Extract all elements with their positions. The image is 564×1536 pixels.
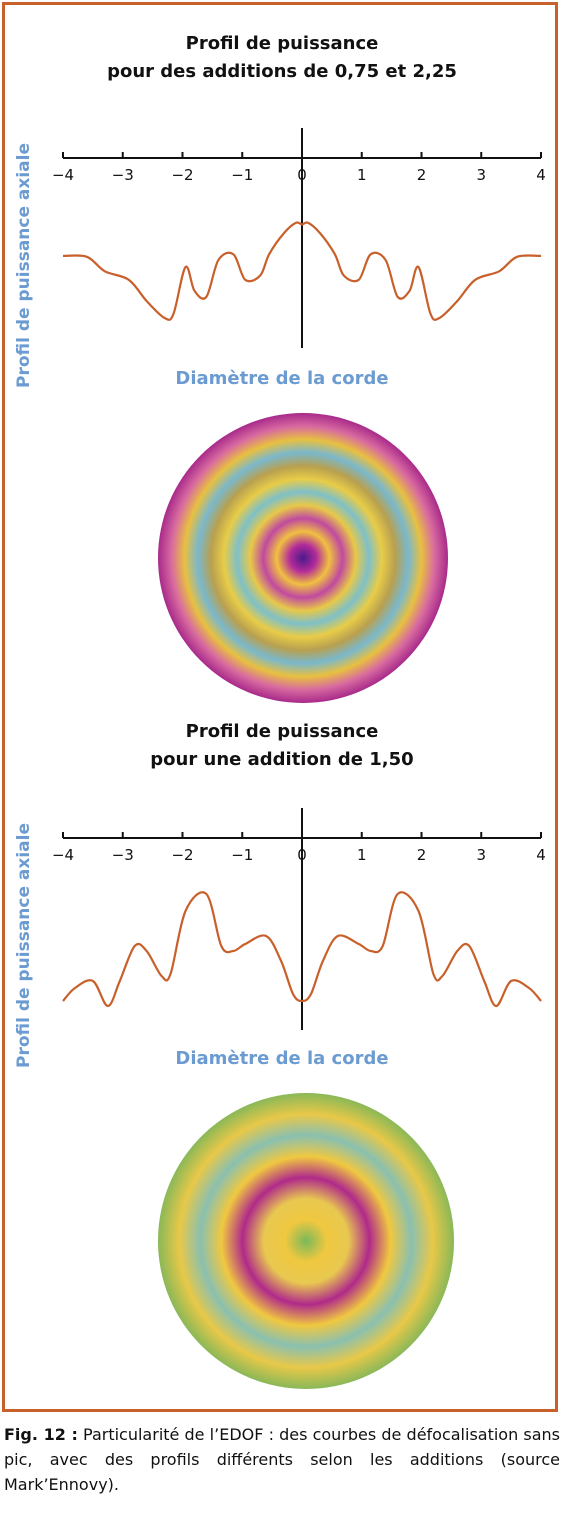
chart1-title: Profil de puissance pour des additions d… xyxy=(0,30,564,86)
chart1-title-line2: pour des additions de 0,75 et 2,25 xyxy=(107,61,457,82)
chart2-plot: −4 −3 −2 −1 0 1 2 3 4 xyxy=(52,808,546,1030)
x-tick-label: −4 xyxy=(52,846,74,864)
x-tick-label: −1 xyxy=(231,846,253,864)
x-tick-label: 1 xyxy=(357,846,367,864)
x-tick-label: −3 xyxy=(112,166,134,184)
x-tick-label: 2 xyxy=(417,846,427,864)
x-tick-label: 4 xyxy=(536,846,546,864)
x-tick-label: −4 xyxy=(52,166,74,184)
series-line xyxy=(62,221,542,321)
power-map-disc-1 xyxy=(158,413,448,703)
chart2-xlabel: Diamètre de la corde xyxy=(175,1048,389,1069)
x-tick-label: −2 xyxy=(171,166,193,184)
caption-text: Particularité de l’EDOF : des courbes de… xyxy=(4,1425,561,1494)
chart2-title-line2: pour une addition de 1,50 xyxy=(150,749,414,770)
x-tick-label: 3 xyxy=(476,846,486,864)
chart2-title-line1: Profil de puissance xyxy=(185,721,379,742)
chart1-title-line1: Profil de puissance xyxy=(185,33,379,54)
x-tick-label: 0 xyxy=(297,166,307,184)
chart1-plot: −4 −3 −2 −1 0 1 2 3 4 xyxy=(52,128,546,348)
chart1-xlabel: Diamètre de la corde xyxy=(175,368,389,389)
x-tick-label: 1 xyxy=(357,166,367,184)
x-tick-label: 4 xyxy=(536,166,546,184)
figure-caption: Fig. 12 : Particularité de l’EDOF : des … xyxy=(4,1422,560,1497)
chart2-title: Profil de puissance pour une addition de… xyxy=(0,718,564,774)
x-tick-label: 2 xyxy=(417,166,427,184)
x-tick-label: −2 xyxy=(171,846,193,864)
power-map-disc-2 xyxy=(158,1093,454,1389)
caption-fig-label: Fig. 12 : xyxy=(4,1425,78,1444)
x-tick-label: 0 xyxy=(297,846,307,864)
x-tick-label: 3 xyxy=(476,166,486,184)
x-tick-label: −3 xyxy=(112,846,134,864)
x-tick-label: −1 xyxy=(231,166,253,184)
series-line xyxy=(62,891,542,1008)
